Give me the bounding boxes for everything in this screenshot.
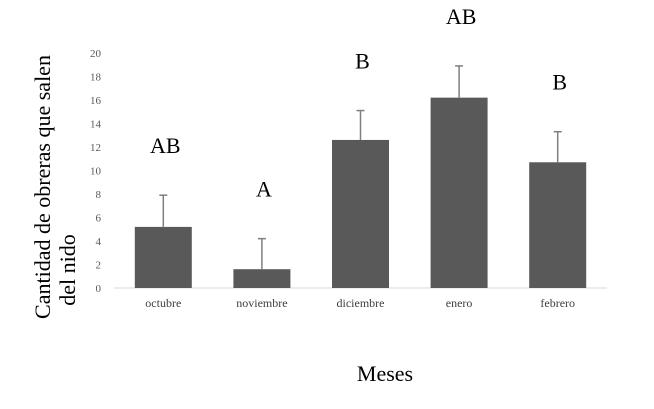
bar-noviembre [233,269,291,288]
y-tick-label: 12 [90,142,101,154]
bar-enero [430,97,488,289]
y-tick-label: 20 [90,48,102,60]
significance-letter: AB [150,133,181,158]
y-tick-label: 16 [90,95,102,107]
bar-octubre [134,226,192,288]
y-tick-label: 18 [90,72,102,84]
y-tick-label: 6 [96,213,102,225]
significance-letter: AB [446,4,477,29]
y-tick-label: 2 [96,260,102,272]
significance-letter: B [355,49,370,74]
y-axis-title: Cantidad de obreras que salen del nido [30,55,80,319]
y-tick-label: 4 [96,236,102,248]
x-tick-label: octubre [145,296,181,310]
bar-febrero [529,162,587,288]
y-axis-title-line-1: Cantidad de obreras que salen [30,55,55,319]
x-tick-label: noviembre [236,296,287,310]
significance-letter: A [256,177,272,202]
x-tick-label: febrero [540,296,575,310]
x-axis-title: Meses [357,361,413,386]
x-tick-label: diciembre [337,296,385,310]
y-axis-ticks: 0 2 4 6 8 10 12 14 16 18 20 [90,48,102,295]
y-tick-label: 10 [90,166,102,178]
bars [134,65,587,289]
bar-diciembre [332,139,389,288]
y-axis-title-line-2: del nido [55,234,80,306]
y-tick-label: 0 [96,283,102,295]
significance-letter: B [552,70,567,95]
y-tick-label: 8 [96,189,102,201]
x-tick-label: enero [446,296,473,310]
y-tick-label: 14 [90,119,102,131]
x-axis-categories: octubre noviembre diciembre enero febrero [145,296,575,310]
